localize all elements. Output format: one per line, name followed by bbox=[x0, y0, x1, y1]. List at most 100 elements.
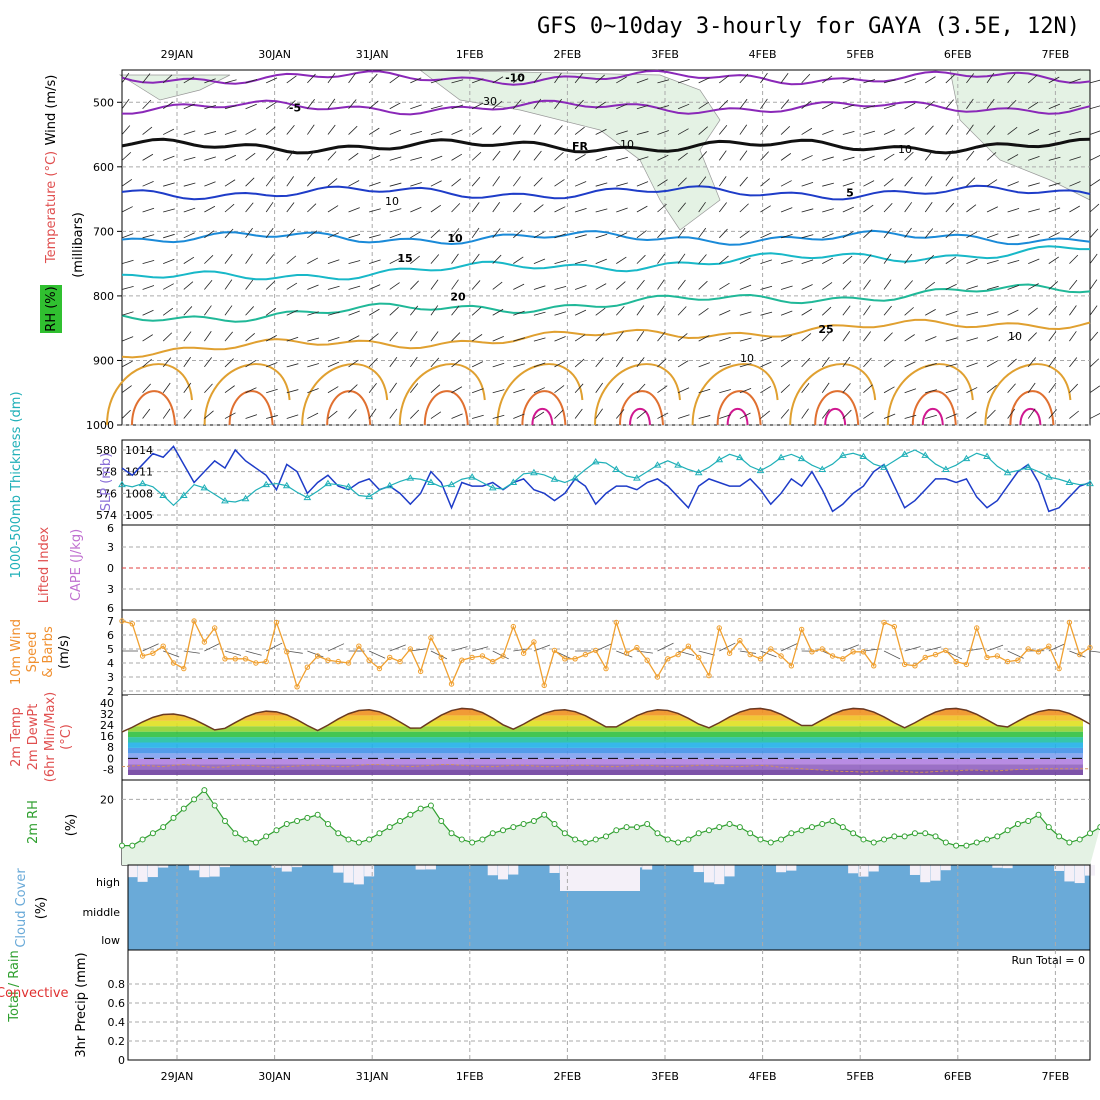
wind-barb bbox=[513, 310, 525, 316]
cloud-gap bbox=[209, 865, 220, 877]
wind-barb bbox=[780, 409, 790, 419]
wind-barb bbox=[204, 78, 216, 84]
wind-speed-point bbox=[222, 656, 228, 662]
warm-contour bbox=[131, 390, 176, 426]
wind-speed-point bbox=[850, 649, 856, 655]
wind-barb bbox=[1089, 130, 1100, 135]
wind-barb bbox=[801, 73, 811, 84]
wind-barb bbox=[657, 105, 670, 110]
wind-barb bbox=[163, 233, 175, 239]
wind-barb bbox=[513, 229, 523, 239]
rh-point bbox=[355, 839, 362, 846]
wind-barb bbox=[451, 228, 460, 239]
wind-barb bbox=[265, 101, 277, 110]
wind-barb bbox=[121, 233, 134, 239]
wind-barb bbox=[492, 176, 500, 187]
cloud-gap bbox=[127, 865, 138, 878]
wind-barb bbox=[224, 412, 236, 419]
temp-tick-label: 24 bbox=[100, 719, 114, 732]
rh-point bbox=[603, 833, 609, 840]
wind-barb bbox=[492, 362, 505, 368]
wind-barb bbox=[204, 254, 214, 264]
cloud-gap bbox=[333, 865, 344, 873]
warm-contour bbox=[228, 390, 274, 426]
surface-wind-barb bbox=[389, 644, 406, 652]
wind-barb bbox=[554, 72, 562, 84]
warm-contour bbox=[886, 363, 974, 426]
wind-barb bbox=[986, 98, 995, 109]
wind-barb bbox=[307, 124, 315, 135]
thickness-marker bbox=[303, 493, 312, 501]
rh-point bbox=[160, 824, 167, 831]
wind-barb bbox=[307, 203, 317, 213]
wind-barb bbox=[492, 308, 504, 316]
wind-barb bbox=[121, 151, 132, 161]
wind-speed-point bbox=[1077, 651, 1083, 658]
wind-barb bbox=[718, 176, 727, 187]
wind-barb bbox=[780, 234, 793, 239]
wind-barb bbox=[1007, 234, 1020, 239]
wind-barb bbox=[780, 260, 793, 265]
wind-barb bbox=[986, 336, 999, 342]
wind-barb bbox=[986, 385, 997, 394]
wind-speed-point bbox=[881, 619, 887, 626]
wind-barb bbox=[410, 280, 419, 290]
temp-tick-label: 32 bbox=[100, 708, 114, 721]
hot-contour bbox=[1019, 407, 1042, 426]
wind-barb bbox=[883, 332, 893, 342]
wind-axis-label: Speed bbox=[25, 632, 40, 673]
wind-barb bbox=[1069, 410, 1079, 419]
wind-barb bbox=[842, 182, 855, 187]
wind-speed-point bbox=[1046, 643, 1052, 649]
cloud-gap bbox=[549, 865, 560, 873]
thickness-marker bbox=[674, 461, 682, 468]
wind-barb bbox=[513, 256, 524, 264]
surface-wind-barb bbox=[224, 650, 242, 656]
wind-speed-point bbox=[726, 650, 733, 656]
wind-barb bbox=[471, 306, 482, 316]
surface-wind-barb bbox=[533, 644, 551, 652]
isotherm-label: FR bbox=[572, 140, 589, 153]
wind-barb bbox=[780, 359, 792, 368]
wind-barb bbox=[204, 331, 212, 342]
wind-barb bbox=[657, 79, 670, 84]
wind-barb bbox=[348, 233, 361, 239]
surface-wind-barb bbox=[307, 650, 324, 658]
slp-tick-label: 1014 bbox=[125, 444, 153, 457]
wind-barb bbox=[1027, 307, 1038, 316]
cloud-gap bbox=[425, 865, 436, 870]
wind-axis-label: & Barbs bbox=[41, 626, 56, 678]
date-label-top: 1FEB bbox=[456, 48, 484, 61]
wind-barb bbox=[595, 357, 604, 368]
cloud-gap bbox=[498, 865, 509, 880]
wind-barb bbox=[183, 281, 194, 290]
isotherm-line bbox=[121, 245, 1090, 281]
wind-barb bbox=[265, 176, 274, 187]
wind-barb bbox=[904, 334, 915, 342]
dewpoint-line bbox=[121, 764, 1090, 773]
rh-point bbox=[705, 827, 712, 834]
wind-barb bbox=[842, 305, 851, 316]
wind-speed-point bbox=[387, 654, 393, 661]
cloud-gap bbox=[189, 865, 200, 871]
wind-barb bbox=[801, 357, 811, 368]
lifted-index-tick-label: 6 bbox=[107, 522, 114, 535]
wind-barb bbox=[842, 255, 853, 264]
wind-barb bbox=[945, 99, 954, 109]
wind-barb bbox=[286, 414, 299, 419]
cloud-gap bbox=[724, 865, 735, 877]
surface-wind-barb bbox=[368, 650, 386, 659]
wind-barb bbox=[986, 259, 999, 265]
wind-barb bbox=[492, 76, 504, 84]
rh-point bbox=[623, 824, 630, 831]
wind-barb bbox=[966, 411, 977, 419]
cloud-gap bbox=[703, 865, 714, 883]
cloud-gap bbox=[343, 865, 354, 883]
wind-barb bbox=[245, 79, 258, 84]
rh-point bbox=[242, 836, 249, 843]
wind-barb bbox=[204, 131, 217, 135]
wind-barb bbox=[863, 105, 876, 110]
wind-speed-point bbox=[984, 654, 990, 661]
wind-barb bbox=[430, 254, 440, 264]
